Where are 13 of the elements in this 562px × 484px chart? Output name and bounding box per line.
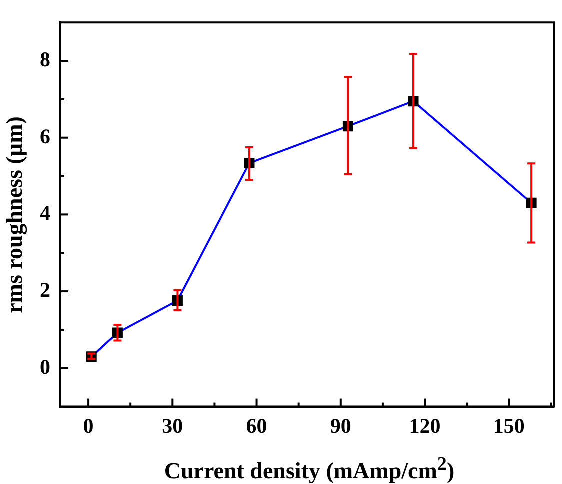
y-tick-label: 8 xyxy=(40,47,50,72)
x-tick-label: 90 xyxy=(330,414,352,438)
y-tick-label: 6 xyxy=(40,124,50,148)
y-axis-title: rms roughness (µm) xyxy=(2,116,28,314)
y-tick-label: 2 xyxy=(40,278,50,302)
x-tick-label: 120 xyxy=(409,414,441,438)
x-axis-title: Current density (mAmp/cm$^{2}$) xyxy=(163,453,456,484)
y-tick-label: 0 xyxy=(40,354,50,379)
x-tick-label: 30 xyxy=(162,414,184,438)
x-tick-label: 60 xyxy=(246,414,268,438)
y-tick-label: 4 xyxy=(40,201,51,226)
x-tick-label: 0 xyxy=(83,414,94,438)
x-tick-label: 150 xyxy=(493,414,525,438)
